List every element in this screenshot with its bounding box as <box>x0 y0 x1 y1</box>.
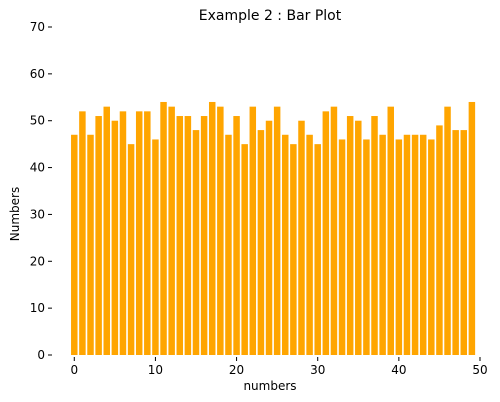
y-tick-label: 10 <box>30 301 45 315</box>
bar-39 <box>387 106 394 356</box>
bar-8 <box>135 111 143 355</box>
bar-11 <box>160 101 167 355</box>
bar-0 <box>71 134 78 355</box>
bar-44 <box>428 139 435 355</box>
bar-23 <box>257 130 265 355</box>
x-axis-label: numbers <box>243 379 296 393</box>
bar-26 <box>282 134 289 355</box>
bar-6 <box>119 111 127 355</box>
bar-3 <box>95 116 102 356</box>
y-axis-label: Numbers <box>8 187 22 241</box>
bar-33 <box>338 139 346 355</box>
bar-10 <box>152 139 159 355</box>
x-tick-label: 20 <box>229 363 244 377</box>
x-tick-label: 30 <box>310 363 325 377</box>
y-tick-label: 20 <box>30 254 45 268</box>
bar-5 <box>111 120 119 355</box>
bar-41 <box>403 134 411 355</box>
bar-4 <box>103 106 110 356</box>
y-tick-label: 30 <box>30 207 45 221</box>
bar-48 <box>460 130 468 355</box>
bar-12 <box>168 106 175 356</box>
bar-22 <box>249 106 257 356</box>
y-tick-label: 50 <box>30 114 45 128</box>
bar-46 <box>444 106 451 356</box>
bar-7 <box>127 144 135 355</box>
y-axis: 0 10 20 30 40 50 60 70 <box>30 20 52 362</box>
bar-17 <box>208 101 216 355</box>
x-tick-label: 50 <box>472 363 487 377</box>
bar-2 <box>87 134 94 355</box>
bar-15 <box>192 130 200 355</box>
x-tick-label: 40 <box>391 363 406 377</box>
y-tick-label: 40 <box>30 161 45 175</box>
bar-43 <box>419 134 427 355</box>
bar-18 <box>217 106 224 356</box>
y-tick-label: 70 <box>30 20 45 34</box>
x-axis: 0 10 20 30 40 50 <box>70 357 488 377</box>
bar-31 <box>322 111 330 355</box>
bar-32 <box>330 106 338 356</box>
bar-21 <box>241 144 248 355</box>
x-tick-label: 0 <box>70 363 78 377</box>
x-tick-label: 10 <box>148 363 163 377</box>
bar-34 <box>346 116 354 356</box>
bar-49 <box>468 101 476 355</box>
y-tick-label: 0 <box>37 348 45 362</box>
bar-24 <box>265 120 273 355</box>
bar-16 <box>200 116 208 356</box>
bar-25 <box>273 106 281 356</box>
bar-38 <box>379 134 386 355</box>
bar-42 <box>411 134 419 355</box>
bar-45 <box>436 125 443 356</box>
bar-47 <box>452 130 459 355</box>
bar-35 <box>355 120 362 355</box>
bar-14 <box>184 116 192 356</box>
bar-13 <box>176 116 184 356</box>
bar-19 <box>225 134 232 355</box>
y-tick-label: 60 <box>30 67 45 81</box>
bar-29 <box>306 134 313 355</box>
bar-9 <box>144 111 151 355</box>
bar-20 <box>233 116 240 356</box>
bars <box>71 101 476 356</box>
bar-28 <box>298 120 305 355</box>
bar-27 <box>290 144 297 355</box>
bar-30 <box>314 144 321 355</box>
chart-title: Example 2 : Bar Plot <box>199 8 342 24</box>
bar-1 <box>79 111 86 355</box>
bar-36 <box>363 139 370 355</box>
bar-37 <box>371 116 378 356</box>
bar-40 <box>395 139 403 355</box>
